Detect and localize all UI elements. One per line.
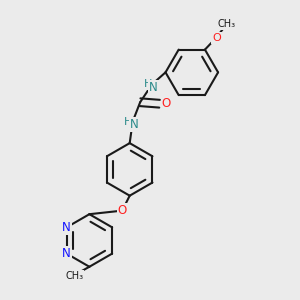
Text: N: N — [149, 81, 158, 94]
Text: H: H — [124, 117, 132, 127]
Text: O: O — [212, 33, 221, 43]
Text: H: H — [143, 79, 152, 89]
Text: N: N — [62, 221, 71, 234]
Text: CH₃: CH₃ — [218, 19, 236, 29]
Text: N: N — [130, 118, 139, 131]
Text: N: N — [62, 247, 71, 260]
Text: O: O — [161, 97, 171, 110]
Text: O: O — [118, 204, 127, 217]
Text: CH₃: CH₃ — [65, 271, 83, 281]
